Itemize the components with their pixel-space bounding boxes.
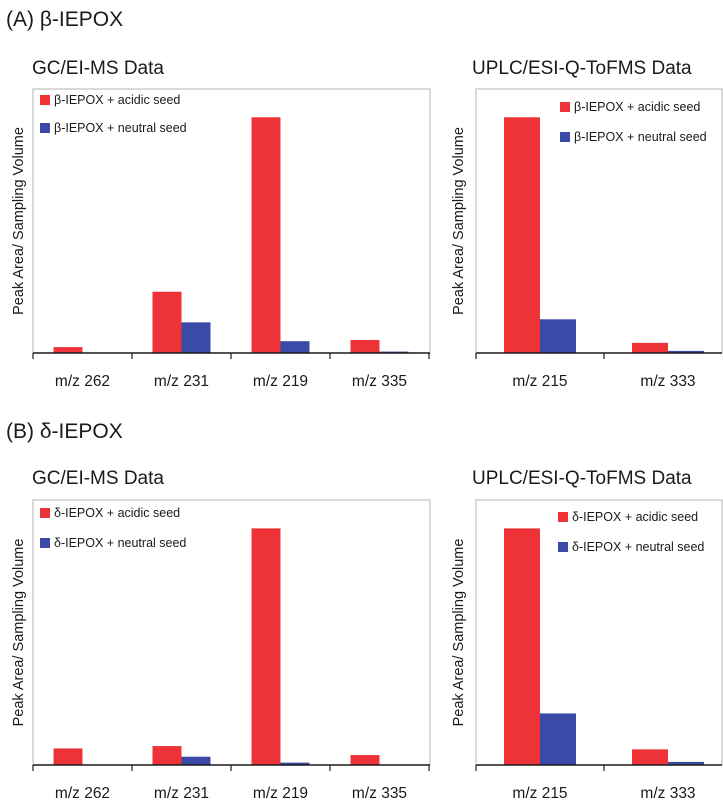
bar-acidic-m-z-335 xyxy=(350,755,380,765)
x-tick-label: m/z 231 xyxy=(154,373,209,390)
bar-neutral-m-z-333 xyxy=(668,761,704,765)
y-axis-label: Peak Area/ Sampling Volume xyxy=(451,539,467,727)
legend-swatch-neutral xyxy=(40,123,50,133)
chart-title-a-gc: GC/EI-MS Data xyxy=(32,58,164,79)
legend-label-acidic: δ-IEPOX + acidic seed xyxy=(572,510,698,524)
bar-acidic-m-z-262 xyxy=(53,347,83,353)
section-title-b: (B) δ-IEPOX xyxy=(6,420,123,443)
section-title-a: (A) β-IEPOX xyxy=(6,8,124,31)
legend-swatch-acidic xyxy=(40,508,50,518)
bar-acidic-m-z-215 xyxy=(504,117,540,354)
legend-swatch-neutral xyxy=(558,542,568,552)
legend-swatch-neutral xyxy=(560,132,570,142)
bar-acidic-m-z-333 xyxy=(632,749,668,765)
bar-neutral-m-z-219 xyxy=(280,341,310,353)
x-tick-label: m/z 335 xyxy=(352,373,407,390)
bar-acidic-m-z-335 xyxy=(350,340,380,353)
x-tick-label: m/z 262 xyxy=(55,373,110,390)
legend-label-acidic: β-IEPOX + acidic seed xyxy=(54,93,180,107)
chart-b-gc: m/z 262 m/z 231 m/z 219 m/z 335 Peak Area/ S… xyxy=(11,499,431,802)
legend-swatch-acidic xyxy=(560,102,570,112)
bar-neutral-m-z-231 xyxy=(181,756,211,765)
legend-label-neutral: δ-IEPOX + neutral seed xyxy=(572,540,704,554)
x-tick-label: m/z 215 xyxy=(512,785,567,802)
legend-label-acidic: δ-IEPOX + acidic seed xyxy=(54,506,180,520)
chart-b-uplc: m/z 215 m/z 333 Peak Area/ Sampling Volume… xyxy=(451,499,723,802)
bar-acidic-m-z-219 xyxy=(251,528,281,765)
bar-neutral-m-z-215 xyxy=(540,713,576,765)
chart-title-b-uplc: UPLC/ESI-Q-ToFMS Data xyxy=(472,468,692,489)
x-tick-label: m/z 219 xyxy=(253,373,308,390)
bar-neutral-m-z-335 xyxy=(379,351,409,353)
y-axis-label: Peak Area/ Sampling Volume xyxy=(11,127,27,315)
bar-neutral-m-z-215 xyxy=(540,319,576,353)
x-tick-label: m/z 335 xyxy=(352,785,407,802)
legend-label-neutral: δ-IEPOX + neutral seed xyxy=(54,536,186,550)
bar-neutral-m-z-231 xyxy=(181,322,211,353)
y-axis-label: Peak Area/ Sampling Volume xyxy=(451,127,467,315)
chart-title-a-uplc: UPLC/ESI-Q-ToFMS Data xyxy=(472,58,692,79)
legend-label-neutral: β-IEPOX + neutral seed xyxy=(54,121,187,135)
chart-a-gc: m/z 262 m/z 231 m/z 219 m/z 335 Peak Area/ S… xyxy=(11,88,431,390)
legend-swatch-acidic xyxy=(40,95,50,105)
legend-label-neutral: β-IEPOX + neutral seed xyxy=(574,130,707,144)
legend-swatch-neutral xyxy=(40,538,50,548)
x-tick-label: m/z 219 xyxy=(253,785,308,802)
x-tick-label: m/z 333 xyxy=(640,785,695,802)
chart-title-b-gc: GC/EI-MS Data xyxy=(32,468,164,489)
chart-a-uplc: m/z 215 m/z 333 Peak Area/ Sampling Volume… xyxy=(451,88,723,390)
legend-swatch-acidic xyxy=(558,512,568,522)
x-tick-label: m/z 215 xyxy=(512,373,567,390)
bar-acidic-m-z-262 xyxy=(53,748,83,765)
bar-acidic-m-z-231 xyxy=(152,746,182,765)
x-tick-label: m/z 333 xyxy=(640,373,695,390)
bar-acidic-m-z-231 xyxy=(152,291,182,353)
x-tick-label: m/z 262 xyxy=(55,785,110,802)
bar-neutral-m-z-219 xyxy=(280,762,310,765)
bar-acidic-m-z-215 xyxy=(504,528,540,765)
bar-neutral-m-z-333 xyxy=(668,350,704,353)
y-axis-label: Peak Area/ Sampling Volume xyxy=(11,539,27,727)
bar-acidic-m-z-333 xyxy=(632,342,668,353)
legend-label-acidic: β-IEPOX + acidic seed xyxy=(574,100,700,114)
x-tick-label: m/z 231 xyxy=(154,785,209,802)
bar-acidic-m-z-219 xyxy=(251,117,281,354)
